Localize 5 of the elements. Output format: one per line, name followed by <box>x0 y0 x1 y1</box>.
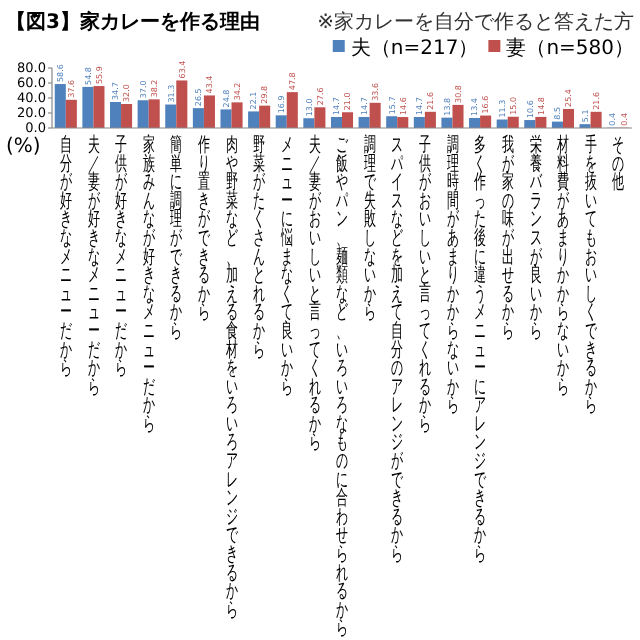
title: 【図3】家カレーを作る理由 <box>6 12 260 34</box>
legend-label: 妻（n=580） <box>506 36 634 60</box>
legend-label: 夫（n=217） <box>350 36 479 60</box>
subtitle: ※家カレーを自分で作ると答えた方 <box>317 12 634 34</box>
y-axis-title: (%) <box>6 136 41 158</box>
